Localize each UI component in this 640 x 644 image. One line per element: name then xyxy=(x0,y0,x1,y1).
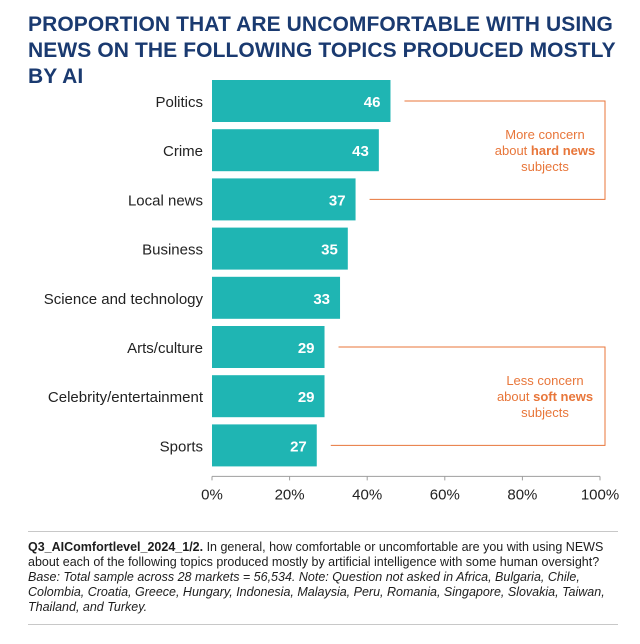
x-tick-label-3: 60% xyxy=(430,486,460,503)
bar-value-label-0: 46 xyxy=(364,94,381,111)
x-tick-label-5: 100% xyxy=(581,486,619,503)
x-tick-label-2: 40% xyxy=(352,486,382,503)
category-label-5: Arts/culture xyxy=(127,340,203,357)
hard-news-bracket xyxy=(369,100,606,200)
category-label-1: Crime xyxy=(163,143,203,160)
x-tick-label-0: 0% xyxy=(201,486,223,503)
bar-1 xyxy=(212,129,379,172)
x-tick-label-4: 80% xyxy=(507,486,537,503)
category-label-3: Business xyxy=(142,242,203,259)
category-label-7: Sports xyxy=(160,438,203,455)
bar-5 xyxy=(212,326,325,368)
bar-value-label-6: 29 xyxy=(298,389,315,406)
bar-value-label-5: 29 xyxy=(298,340,315,357)
bar-0 xyxy=(212,80,391,122)
bar-value-label-2: 37 xyxy=(329,192,346,209)
chart-title-line-1: PROPORTION THAT ARE UNCOMFORTABLE WITH U… xyxy=(28,13,613,36)
hard-news-label-line-1: More concern xyxy=(505,127,584,142)
bar-2 xyxy=(212,178,356,221)
soft-news-label-line-2: about soft news xyxy=(497,389,593,404)
footnote-question: In general, how comfortable or uncomfort… xyxy=(28,540,604,569)
bar-value-label-7: 27 xyxy=(290,438,307,455)
soft-news-bracket xyxy=(330,346,606,446)
category-label-2: Local news xyxy=(128,192,203,209)
footnote-base: Base: Total sample across 28 markets = 5… xyxy=(28,570,605,614)
bar-value-label-1: 43 xyxy=(352,143,369,160)
bar-value-label-3: 35 xyxy=(321,242,338,259)
chart-title-line-2: NEWS ON THE FOLLOWING TOPICS PRODUCED MO… xyxy=(28,39,616,88)
soft-news-label-background xyxy=(487,370,603,421)
hard-news-label-background xyxy=(487,124,603,175)
footnote-top-rule xyxy=(28,531,618,532)
soft-news-label-line-3: subjects xyxy=(521,405,569,420)
category-label-6: Celebrity/entertainment xyxy=(48,389,204,406)
bar-7 xyxy=(212,424,317,467)
footnote-bottom-rule xyxy=(28,624,618,625)
soft-news-label-line-1: Less concern xyxy=(506,373,583,388)
bar-3 xyxy=(212,227,348,270)
bar-4 xyxy=(212,276,341,319)
footnote: Q3_AIComfortlevel_2024_1/2. In general, … xyxy=(28,540,618,615)
footnote-code: Q3_AIComfortlevel_2024_1/2. xyxy=(28,540,204,554)
bar-6 xyxy=(212,375,325,418)
hard-news-label-line-3: subjects xyxy=(521,159,569,174)
bar-chart: 46 Politics 43 Crime 37 Local news 35 Business 3… xyxy=(44,80,619,503)
category-label-4: Science and technology xyxy=(44,291,204,308)
x-tick-label-1: 20% xyxy=(275,486,305,503)
category-label-0: Politics xyxy=(155,94,203,111)
hard-news-label-line-2: about hard news xyxy=(495,143,595,158)
chart-title: PROPORTION THAT ARE UNCOMFORTABLE WITH U… xyxy=(28,12,628,90)
bar-value-label-4: 33 xyxy=(313,291,330,308)
